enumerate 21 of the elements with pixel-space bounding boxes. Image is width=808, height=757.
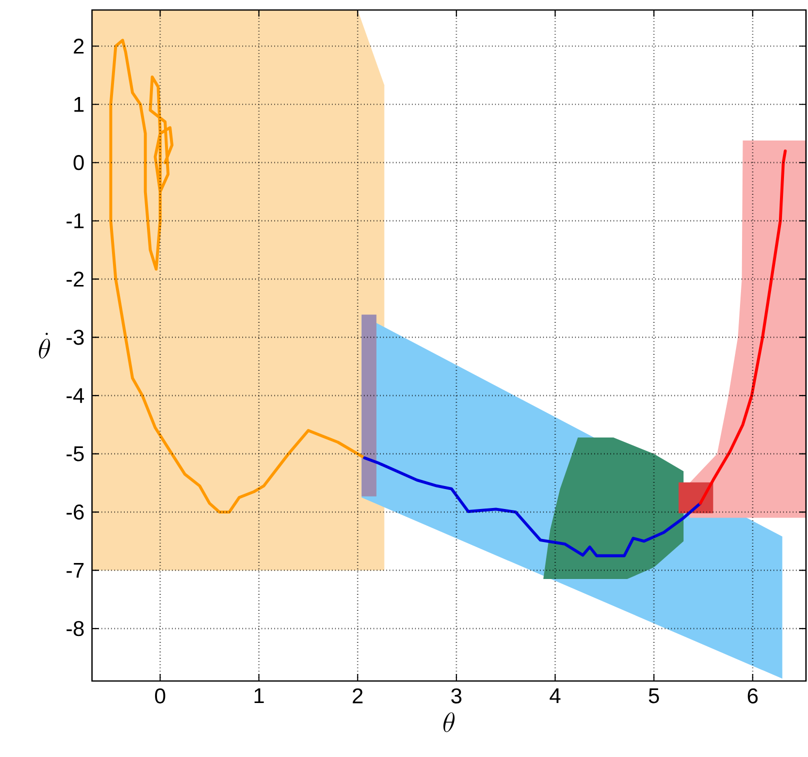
x-tick-label: 1	[254, 688, 264, 704]
y-tick-label: -8	[66, 621, 84, 636]
x-tick-label: 3	[451, 688, 462, 704]
y-tick-label: -4	[66, 388, 84, 403]
x-tick-label: 5	[648, 688, 659, 704]
y-tick-label: 0	[74, 155, 84, 170]
x-tick-label: 4	[550, 688, 560, 704]
y-tick-label: -6	[66, 504, 84, 520]
y-tick-label: -5	[66, 446, 84, 462]
x-tick-label: 6	[748, 688, 758, 704]
y-tick-label: 1	[74, 97, 84, 112]
x-tick-label: 0	[155, 688, 166, 704]
y-tick-label: -2	[66, 272, 84, 287]
y-axis-title: $\dot{\theta}$	[38, 332, 50, 358]
y-tick-label: -1	[66, 214, 84, 228]
x-axis-title: $\theta$	[443, 712, 455, 732]
x-tick-label: 2	[352, 688, 363, 704]
y-tick-label: -7	[66, 562, 84, 578]
y-tick-label: -3	[66, 330, 84, 345]
line-series	[109, 38, 364, 514]
y-tick-label: 2	[74, 38, 84, 54]
